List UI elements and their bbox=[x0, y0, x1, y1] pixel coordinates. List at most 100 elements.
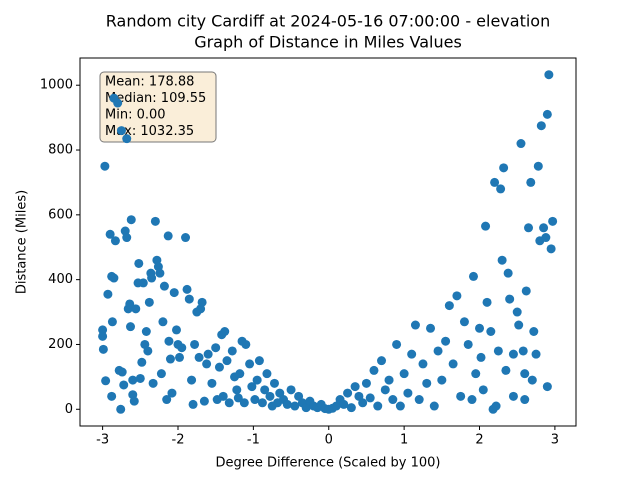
point bbox=[410, 320, 420, 330]
point bbox=[138, 278, 148, 288]
point bbox=[98, 331, 108, 341]
point bbox=[117, 367, 127, 377]
point bbox=[203, 349, 213, 359]
point bbox=[269, 378, 279, 388]
x-tick-label: -3 bbox=[96, 433, 109, 448]
point bbox=[105, 229, 115, 239]
point bbox=[233, 393, 243, 403]
y-tick-label: 400 bbox=[48, 272, 73, 287]
point bbox=[527, 375, 537, 385]
point bbox=[490, 177, 500, 187]
point bbox=[116, 126, 126, 136]
point bbox=[339, 399, 349, 409]
point bbox=[546, 244, 556, 254]
point bbox=[429, 401, 439, 411]
point bbox=[113, 98, 123, 108]
point bbox=[508, 349, 518, 359]
point bbox=[503, 268, 513, 278]
point bbox=[197, 297, 207, 307]
point bbox=[526, 177, 536, 187]
point bbox=[422, 378, 432, 388]
point bbox=[497, 255, 507, 265]
point bbox=[377, 356, 387, 366]
point bbox=[184, 294, 194, 304]
point bbox=[122, 233, 132, 243]
point bbox=[467, 395, 477, 405]
y-tick-label: 600 bbox=[48, 207, 73, 222]
point bbox=[218, 391, 228, 401]
point bbox=[222, 356, 232, 366]
point bbox=[475, 323, 485, 333]
y-axis-label: Distance (Miles) bbox=[15, 190, 30, 294]
point bbox=[169, 288, 179, 298]
point bbox=[290, 401, 300, 411]
point bbox=[361, 378, 371, 388]
point bbox=[496, 184, 506, 194]
point bbox=[260, 385, 270, 395]
point bbox=[548, 216, 558, 226]
point bbox=[286, 385, 296, 395]
x-tick-label: -2 bbox=[172, 433, 185, 448]
point bbox=[441, 336, 451, 346]
point bbox=[135, 373, 145, 383]
point bbox=[148, 378, 158, 388]
point bbox=[188, 399, 198, 409]
point bbox=[476, 352, 486, 362]
point bbox=[107, 391, 117, 401]
point bbox=[516, 139, 526, 149]
point bbox=[155, 268, 165, 278]
point bbox=[182, 284, 192, 294]
point bbox=[544, 70, 554, 80]
point bbox=[541, 233, 551, 243]
y-tick-label: 0 bbox=[65, 402, 73, 417]
point bbox=[207, 378, 217, 388]
point bbox=[437, 375, 447, 385]
point bbox=[358, 398, 368, 408]
point bbox=[98, 344, 108, 354]
y-tick-label: 800 bbox=[48, 143, 73, 158]
point bbox=[141, 327, 151, 337]
point bbox=[426, 323, 436, 333]
point bbox=[508, 391, 518, 401]
stats-box bbox=[99, 71, 217, 143]
point bbox=[520, 395, 530, 405]
point bbox=[190, 339, 200, 349]
point bbox=[521, 286, 531, 296]
point bbox=[433, 346, 443, 356]
point bbox=[241, 339, 251, 349]
point bbox=[542, 109, 552, 119]
point bbox=[512, 307, 522, 317]
point bbox=[531, 349, 541, 359]
point bbox=[129, 396, 139, 406]
x-tick-label: -1 bbox=[247, 433, 260, 448]
point bbox=[343, 388, 353, 398]
point bbox=[518, 346, 528, 356]
point bbox=[346, 403, 356, 413]
point bbox=[126, 322, 136, 332]
plot-frame bbox=[79, 57, 577, 427]
point bbox=[414, 395, 424, 405]
point bbox=[125, 299, 135, 309]
point bbox=[520, 369, 530, 379]
x-tick-label: 0 bbox=[325, 433, 333, 448]
point bbox=[493, 346, 503, 356]
point bbox=[147, 273, 157, 283]
point bbox=[211, 343, 221, 353]
point bbox=[501, 365, 511, 375]
point bbox=[100, 161, 110, 171]
point bbox=[101, 376, 111, 386]
x-tick-label: 2 bbox=[475, 433, 483, 448]
point bbox=[491, 401, 501, 411]
point bbox=[456, 391, 466, 401]
point bbox=[262, 369, 272, 379]
point bbox=[444, 301, 454, 311]
point bbox=[265, 391, 275, 401]
point bbox=[392, 339, 402, 349]
point bbox=[165, 354, 175, 364]
point bbox=[403, 388, 413, 398]
point bbox=[187, 375, 197, 385]
point bbox=[481, 221, 491, 231]
point bbox=[134, 258, 144, 268]
point bbox=[365, 393, 375, 403]
